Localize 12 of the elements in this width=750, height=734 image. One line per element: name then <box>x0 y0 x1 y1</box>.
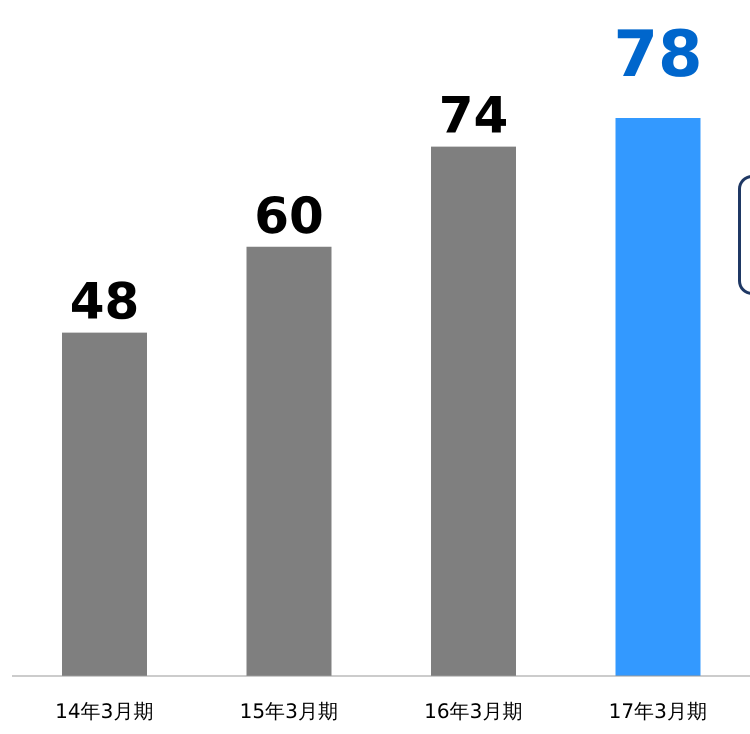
x-tick-label: 17年3月期 <box>608 699 707 724</box>
data-label: 48 <box>70 272 140 331</box>
data-label: 74 <box>438 86 508 145</box>
data-label: 78 <box>613 18 703 92</box>
bar <box>62 332 147 676</box>
x-tick-label: 15年3月期 <box>240 699 338 724</box>
bar <box>246 246 332 676</box>
x-tick-label: 14年3月期 <box>55 699 154 724</box>
bar <box>616 118 700 676</box>
bar <box>431 146 516 676</box>
x-tick-label: 16年3月期 <box>424 699 522 724</box>
data-label: 60 <box>254 186 324 245</box>
